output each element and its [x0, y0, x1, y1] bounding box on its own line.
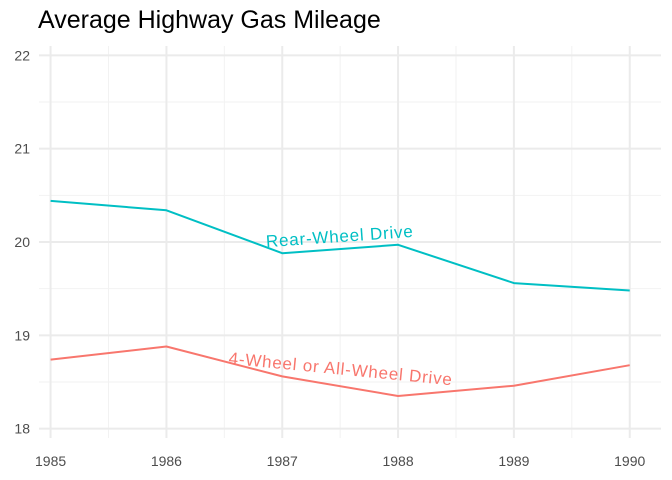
series-lines: [50, 199, 630, 397]
x-tick-label: 1987: [267, 453, 298, 469]
y-tick-label: 20: [14, 234, 30, 250]
x-tick-label: 1990: [614, 453, 645, 469]
x-tick-label: 1985: [35, 453, 66, 469]
y-tick-label: 19: [14, 327, 30, 343]
x-tick-label: 1988: [382, 453, 413, 469]
series-line-0: [50, 199, 630, 292]
y-tick-label: 18: [14, 421, 30, 437]
y-tick-label: 22: [14, 47, 30, 63]
y-axis-ticks: 18 19 20 21 22: [14, 47, 30, 436]
grid-major: [39, 46, 661, 438]
series-label-1: 4-Wheel or All-Wheel Drive: [228, 349, 454, 389]
chart-title: Average Highway Gas Mileage: [38, 6, 381, 34]
grid-minor: [39, 46, 661, 438]
series-line-1: [50, 345, 630, 397]
x-tick-label: 1986: [151, 453, 182, 469]
x-tick-label: 1989: [498, 453, 529, 469]
x-axis-ticks: 1985 1986 1987 1988 1989 1990: [35, 453, 646, 469]
y-tick-label: 21: [14, 141, 30, 157]
